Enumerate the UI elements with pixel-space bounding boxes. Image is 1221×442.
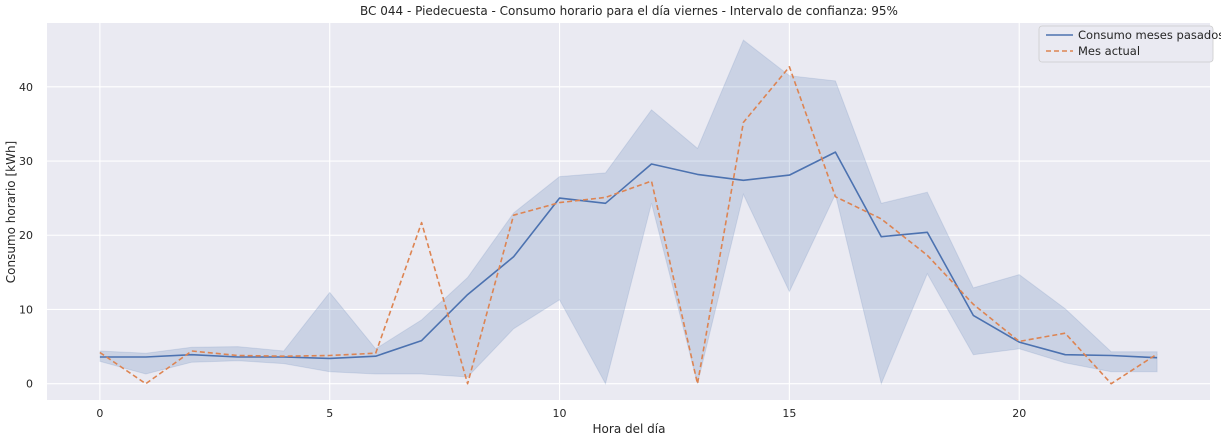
legend-label-mes-actual: Mes actual xyxy=(1078,44,1140,58)
x-tick-label: 5 xyxy=(326,407,333,420)
y-tick-label: 0 xyxy=(26,378,33,391)
series-line-mes-actual xyxy=(99,66,1158,385)
series-layer xyxy=(99,66,1158,385)
y-tick-label: 30 xyxy=(19,155,33,168)
legend-box xyxy=(1038,25,1214,63)
y-tick-label: 10 xyxy=(19,303,33,316)
legend-label-consumo-meses-pasados: Consumo meses pasados xyxy=(1078,28,1221,42)
y-axis-label: Consumo horario [kWh] xyxy=(4,141,18,283)
plot-area xyxy=(47,23,1210,400)
x-tick-label: 0 xyxy=(96,407,103,420)
x-tick-label: 15 xyxy=(782,407,796,420)
y-tick-label: 40 xyxy=(19,81,33,94)
y-tick-label: 20 xyxy=(19,229,33,242)
confidence-band xyxy=(99,39,1158,386)
confidence-band-layer xyxy=(99,39,1158,386)
x-tick-label: 10 xyxy=(553,407,567,420)
x-tick-label: 20 xyxy=(1012,407,1026,420)
tick-labels: 0 5 10 15 20 0 10 20 30 40 xyxy=(19,81,1026,420)
grid-lines xyxy=(47,23,1210,400)
series-line-consumo-meses-pasados xyxy=(99,151,1158,360)
x-axis-label: Hora del día xyxy=(593,422,666,436)
legend: Consumo meses pasados Mes actual xyxy=(1038,25,1221,63)
chart-title: BC 044 - Piedecuesta - Consumo horario p… xyxy=(360,4,898,18)
